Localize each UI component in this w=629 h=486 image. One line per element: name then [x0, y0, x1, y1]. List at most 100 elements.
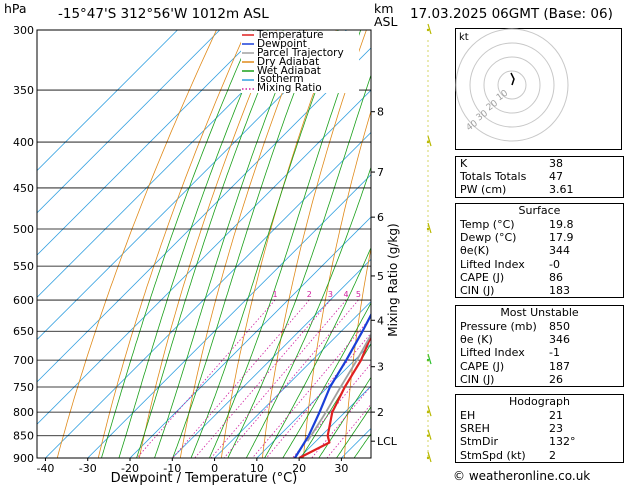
- x-tick-label: 30: [334, 462, 348, 475]
- legend-item: Mixing Ratio: [241, 83, 359, 94]
- wind-barb: [427, 222, 432, 234]
- index-table-unstable: Most Unstable Pressure (mb) 850 θe (K) 346 L…: [455, 305, 624, 387]
- surface-title: Surface: [518, 204, 561, 217]
- index-table-surface: Surface Temp (°C) 19.8 Dewp (°C) 17.9 θe(K) 3…: [455, 203, 624, 299]
- x-tick-label: -20: [121, 462, 139, 475]
- wind-barb: [427, 451, 432, 463]
- index-value: -1: [549, 346, 560, 360]
- pressure-tick-label: 850: [13, 430, 34, 443]
- index-row: Dewp (°C) 17.9: [456, 231, 623, 244]
- mixing-ratio-label: 3: [328, 290, 333, 299]
- index-label: θe(K): [460, 244, 490, 258]
- wind-barb: [427, 23, 432, 35]
- index-row: CAPE (J) 187: [456, 360, 623, 373]
- x-tick-label: -10: [163, 462, 181, 475]
- pressure-tick-label: 350: [13, 84, 34, 97]
- index-row: Lifted Index -1: [456, 346, 623, 359]
- valid-time: 17.03.2025 06GMT (Base: 06): [410, 6, 613, 22]
- index-row: Totals Totals 47: [456, 170, 623, 183]
- x-tick-label: -40: [36, 462, 54, 475]
- index-table-top: K 38 Totals Totals 47 PW (cm) 3.61: [455, 156, 624, 198]
- x-axis-title: Dewpoint / Temperature (°C): [111, 471, 298, 486]
- wind-barb-dot: [426, 140, 430, 144]
- legend-item: Isotherm: [241, 73, 359, 86]
- height-tick-label: 5: [377, 270, 384, 283]
- dry-adiabat-line: [138, 30, 277, 458]
- mixing-ratio-label: 4: [344, 290, 349, 299]
- pressure-tick-label: 300: [13, 24, 34, 37]
- legend-label: Parcel Trajectory: [257, 46, 344, 59]
- legend-label: Dewpoint: [257, 37, 307, 50]
- legend-label: Dry Adiabat: [257, 55, 320, 68]
- wet-adiabat-line: [264, 246, 371, 458]
- isotherm-line: [37, 89, 371, 425]
- index-label: EH: [460, 409, 476, 422]
- height-tick-label: 3: [377, 361, 384, 374]
- series-dewpoint: [293, 312, 371, 458]
- isotherm-line: [37, 30, 178, 172]
- isotherm-line: [45, 131, 371, 458]
- index-value: 47: [549, 170, 563, 184]
- wind-barb-dot: [426, 28, 430, 32]
- height-tick-label: 6: [377, 211, 384, 224]
- x-tick-label: -30: [79, 462, 97, 475]
- index-row: Lifted Index -0: [456, 258, 623, 271]
- height-tick-label: LCL: [377, 435, 398, 448]
- hodograph-unit: kt: [459, 32, 469, 43]
- index-value: 346: [549, 333, 570, 347]
- legend-swatch: [242, 79, 254, 81]
- index-row: CIN (J) 26: [456, 373, 623, 386]
- legend: Temperature Dewpoint Parcel Trajectory Dry …: [241, 30, 359, 94]
- height-unit-asl: ASL: [374, 14, 398, 29]
- mixing-ratio-label: 15: [419, 290, 429, 299]
- wind-barb: [427, 429, 432, 440]
- index-table-hodograph: Hodograph EH 21 SREH 23 StmDir 132° StmSpd (kt…: [455, 394, 624, 463]
- index-label: CIN (J): [460, 372, 495, 386]
- index-row: CAPE (J) 86: [456, 271, 623, 284]
- index-value: 187: [549, 359, 570, 373]
- index-value: 3.61: [549, 183, 574, 197]
- index-value: 86: [549, 270, 563, 284]
- legend-item: Temperature: [241, 30, 359, 40]
- mixing-ratio-label: 20: [437, 290, 447, 299]
- legend-label: Isotherm: [257, 73, 304, 86]
- index-label: PW (cm): [460, 183, 507, 197]
- mixing-ratio-line: [172, 299, 310, 458]
- mixing-ratio-axis-title: Mixing Ratio (g/kg): [386, 223, 400, 336]
- legend-swatch: [242, 88, 254, 90]
- index-row: θe(K) 344: [456, 244, 623, 257]
- legend-item: Dewpoint: [241, 37, 359, 50]
- wind-barb-dot: [426, 456, 430, 460]
- hodograph-ring: [497, 70, 527, 100]
- pressure-tick-label: 650: [13, 325, 34, 338]
- index-label: CAPE (J): [460, 359, 505, 373]
- index-row: StmSpd (kt) 2: [456, 449, 623, 462]
- index-row: PW (cm) 3.61: [456, 183, 623, 196]
- pressure-tick-label: 400: [13, 136, 34, 149]
- legend-swatch: [242, 52, 254, 54]
- legend-swatch: [242, 70, 254, 72]
- mixing-ratio-label: 1: [273, 290, 278, 299]
- height-tick-label: 4: [377, 314, 384, 327]
- index-row: EH 21: [456, 409, 623, 422]
- pressure-tick-label: 750: [13, 381, 34, 394]
- index-label: Temp (°C): [460, 218, 515, 231]
- mixing-ratio-line: [210, 299, 347, 458]
- index-label: StmDir: [460, 435, 499, 449]
- index-row: K 38: [456, 157, 623, 170]
- isotherm-line: [37, 47, 371, 383]
- wet-adiabat-line: [227, 73, 371, 458]
- legend-swatch: [242, 43, 254, 46]
- index-row: Pressure (mb) 850: [456, 320, 623, 333]
- wind-barb: [427, 135, 432, 147]
- wind-barb: [427, 353, 432, 365]
- index-label: θe (K): [460, 333, 493, 347]
- index-label: Pressure (mb): [460, 320, 537, 333]
- hodograph-title: Hodograph: [509, 395, 570, 408]
- index-row: CIN (J) 183: [456, 284, 623, 297]
- height-tick-label: 8: [377, 106, 384, 119]
- isotherm-line: [37, 30, 305, 298]
- index-value: 38: [549, 157, 563, 170]
